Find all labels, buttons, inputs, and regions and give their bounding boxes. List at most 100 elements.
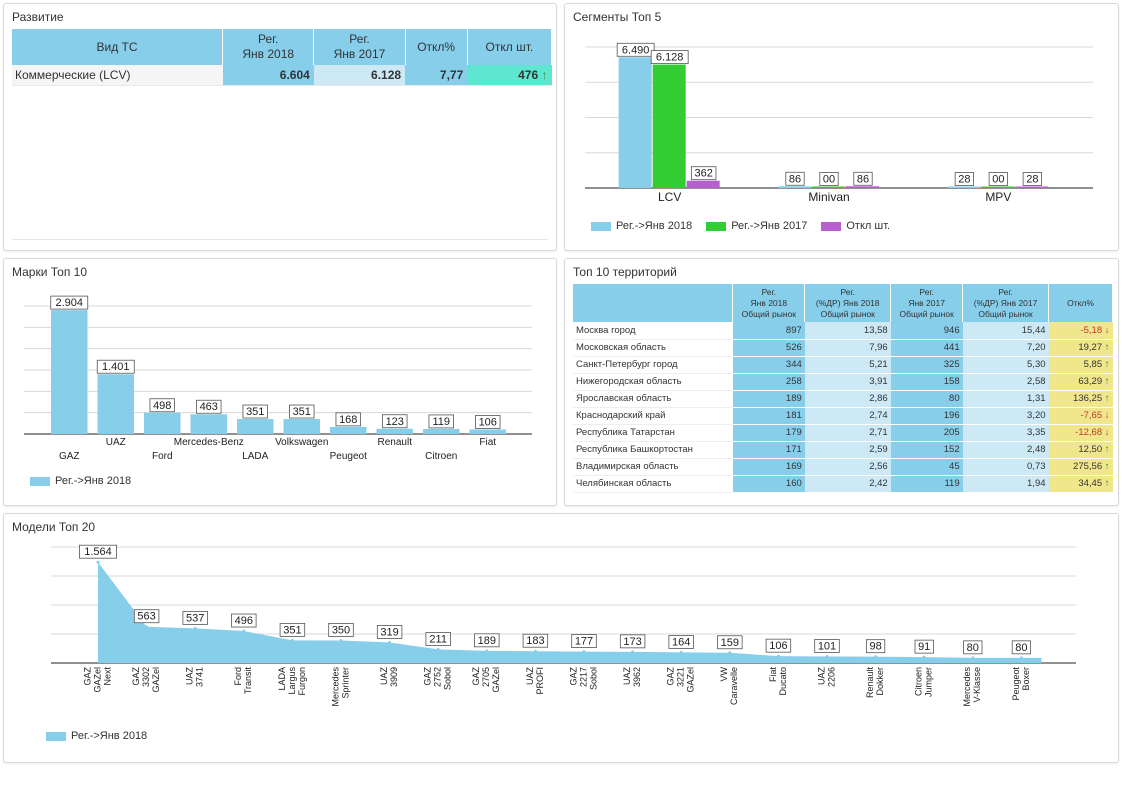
bar[interactable]: [1015, 186, 1049, 189]
bar[interactable]: [846, 186, 879, 188]
table-row[interactable]: Санкт-Петербург город 344 5,21 325 5,30 5,85 …: [573, 356, 1113, 374]
bar[interactable]: [330, 426, 367, 434]
header-col-5[interactable]: Откл%: [1048, 284, 1113, 322]
bar[interactable]: [97, 374, 135, 434]
bar[interactable]: [778, 186, 811, 188]
data-point[interactable]: [96, 560, 100, 564]
table-row[interactable]: Москва город 897 13,58 946 15,44 -5,18 ↓: [573, 322, 1113, 340]
header-reg-2017[interactable]: Рег. Янв 2017: [313, 29, 406, 65]
data-point[interactable]: [436, 647, 440, 651]
data-point[interactable]: [533, 649, 537, 653]
arrow-up-icon: ↑: [1104, 359, 1110, 370]
data-point[interactable]: [679, 650, 683, 654]
legend-item-2017[interactable]: Рег.->Янв 2017: [706, 220, 807, 232]
data-point[interactable]: [825, 654, 829, 658]
data-point[interactable]: [631, 650, 635, 654]
category-label: LCV: [658, 190, 681, 204]
table-row[interactable]: Владимирская область 169 2,56 45 0,73 275,56 …: [573, 458, 1113, 476]
cell-share-2017: 7,20: [962, 339, 1049, 357]
cell-share-2017: 1,94: [962, 475, 1049, 493]
arrow-up-icon: ↑: [1104, 342, 1110, 353]
table-row[interactable]: Нижегородская область 258 3,91 158 2,58 63,29…: [573, 373, 1113, 391]
data-point[interactable]: [290, 638, 294, 642]
header-deviation-pct[interactable]: Откл%: [405, 29, 468, 65]
legend-item-2018[interactable]: Рег.->Янв 2018: [591, 220, 692, 232]
table-row[interactable]: Московская область 526 7,96 441 7,20 19,27 ↑: [573, 339, 1113, 357]
bar[interactable]: [423, 428, 460, 434]
data-point[interactable]: [339, 638, 343, 642]
table-row[interactable]: Республика Башкортостан 171 2,59 152 2,48 12,…: [573, 441, 1113, 459]
table-row[interactable]: Челябинская область 160 2,42 119 1,94 34,45 ↑: [573, 475, 1113, 493]
bar[interactable]: [652, 64, 686, 188]
data-point[interactable]: [242, 629, 246, 633]
legend-item-diff[interactable]: Откл шт.: [821, 220, 890, 232]
header-col-3[interactable]: Рег. Янв 2017 Общий рынок: [890, 284, 964, 322]
data-point[interactable]: [776, 654, 780, 658]
data-point[interactable]: [728, 651, 732, 655]
table-row[interactable]: Республика Татарстан 179 2,71 205 3,35 -12,68…: [573, 424, 1113, 442]
bar[interactable]: [947, 186, 981, 189]
data-label: 106: [765, 638, 792, 653]
data-point[interactable]: [582, 650, 586, 654]
data-point[interactable]: [485, 649, 489, 653]
svg-text:Boxer: Boxer: [1021, 667, 1031, 691]
svg-text:106: 106: [479, 416, 497, 428]
data-point[interactable]: [971, 656, 975, 660]
data-point[interactable]: [874, 655, 878, 659]
legend-item-2018[interactable]: Рег.->Янв 2018: [46, 730, 147, 742]
cell-share-2018: 13,58: [804, 322, 891, 340]
category-label: Mercedes-Benz: [174, 437, 244, 448]
bar[interactable]: [618, 57, 652, 188]
data-point[interactable]: [388, 640, 392, 644]
svg-text:173: 173: [623, 636, 641, 648]
data-label: 463: [196, 399, 222, 414]
svg-text:Ford: Ford: [233, 667, 243, 686]
svg-text:123: 123: [386, 416, 404, 428]
bar[interactable]: [981, 186, 1015, 189]
data-label: 91: [914, 639, 934, 654]
bar[interactable]: [190, 414, 228, 434]
svg-text:6.128: 6.128: [656, 52, 684, 64]
bar[interactable]: [144, 412, 181, 434]
data-point[interactable]: [193, 626, 197, 630]
cell-reg-2017: 80: [890, 390, 963, 408]
category-label: GAZ 3221 GAZel: [666, 667, 696, 693]
category-label: UAZ PROFI: [525, 666, 545, 694]
svg-text:3909: 3909: [389, 667, 399, 687]
cell-deviation-pct: 7,77: [405, 65, 468, 86]
bar[interactable]: [51, 310, 88, 434]
arrow-up-icon: ↑: [1104, 376, 1110, 387]
bar[interactable]: [283, 419, 321, 434]
header-col-1[interactable]: Рег. Янв 2018 Общий рынок: [732, 284, 806, 322]
bar[interactable]: [376, 428, 414, 434]
bar[interactable]: [812, 186, 845, 189]
header-deviation-units[interactable]: Откл шт.: [467, 29, 553, 65]
header-vehicle-type[interactable]: Вид ТС: [12, 29, 224, 65]
territory-name: Краснодарский край: [573, 407, 733, 425]
table-row[interactable]: Коммерческие (LCV) 6.604 6.128 7,77 476 …: [12, 65, 552, 86]
data-point[interactable]: [1019, 656, 1023, 660]
territories-panel: Топ 10 территорий Рег. Янв 2018 Общий рыно…: [564, 258, 1119, 506]
table-row[interactable]: Ярославская область 189 2,86 80 1,31 136,25 ↑: [573, 390, 1113, 408]
area-series[interactable]: [98, 562, 1042, 663]
table-row[interactable]: Краснодарский край 181 2,74 196 3,20 -7,65 ↓: [573, 407, 1113, 425]
category-label: GAZ 3302 GAZel: [131, 667, 161, 693]
data-label: 6.490: [616, 42, 655, 57]
data-label: 177: [571, 634, 597, 648]
bar[interactable]: [686, 180, 720, 188]
data-point[interactable]: [922, 655, 926, 659]
bar[interactable]: [237, 419, 274, 434]
bar[interactable]: [469, 429, 507, 434]
header-col-0[interactable]: [573, 284, 734, 322]
development-title: Развитие: [12, 10, 64, 24]
models-panel: Модели Топ 20 1.564 GAZ GAZel Next 563 GAZ 330…: [3, 513, 1119, 763]
cell-reg-2018: 160: [732, 475, 805, 493]
header-col-2[interactable]: Рег. (%ДР) Янв 2018 Общий рынок: [804, 284, 892, 322]
data-point[interactable]: [145, 625, 149, 629]
header-col-4[interactable]: Рег. (%ДР) Янв 2017 Общий рынок: [962, 284, 1050, 322]
cell-deviation-units: 476 ↑: [467, 65, 552, 86]
cell-reg-2017: 946: [890, 322, 963, 340]
legend-item-2018[interactable]: Рег.->Янв 2018: [30, 475, 131, 487]
header-reg-2018[interactable]: Рег. Янв 2018: [222, 29, 315, 65]
svg-text:GAZel: GAZel: [686, 667, 696, 693]
